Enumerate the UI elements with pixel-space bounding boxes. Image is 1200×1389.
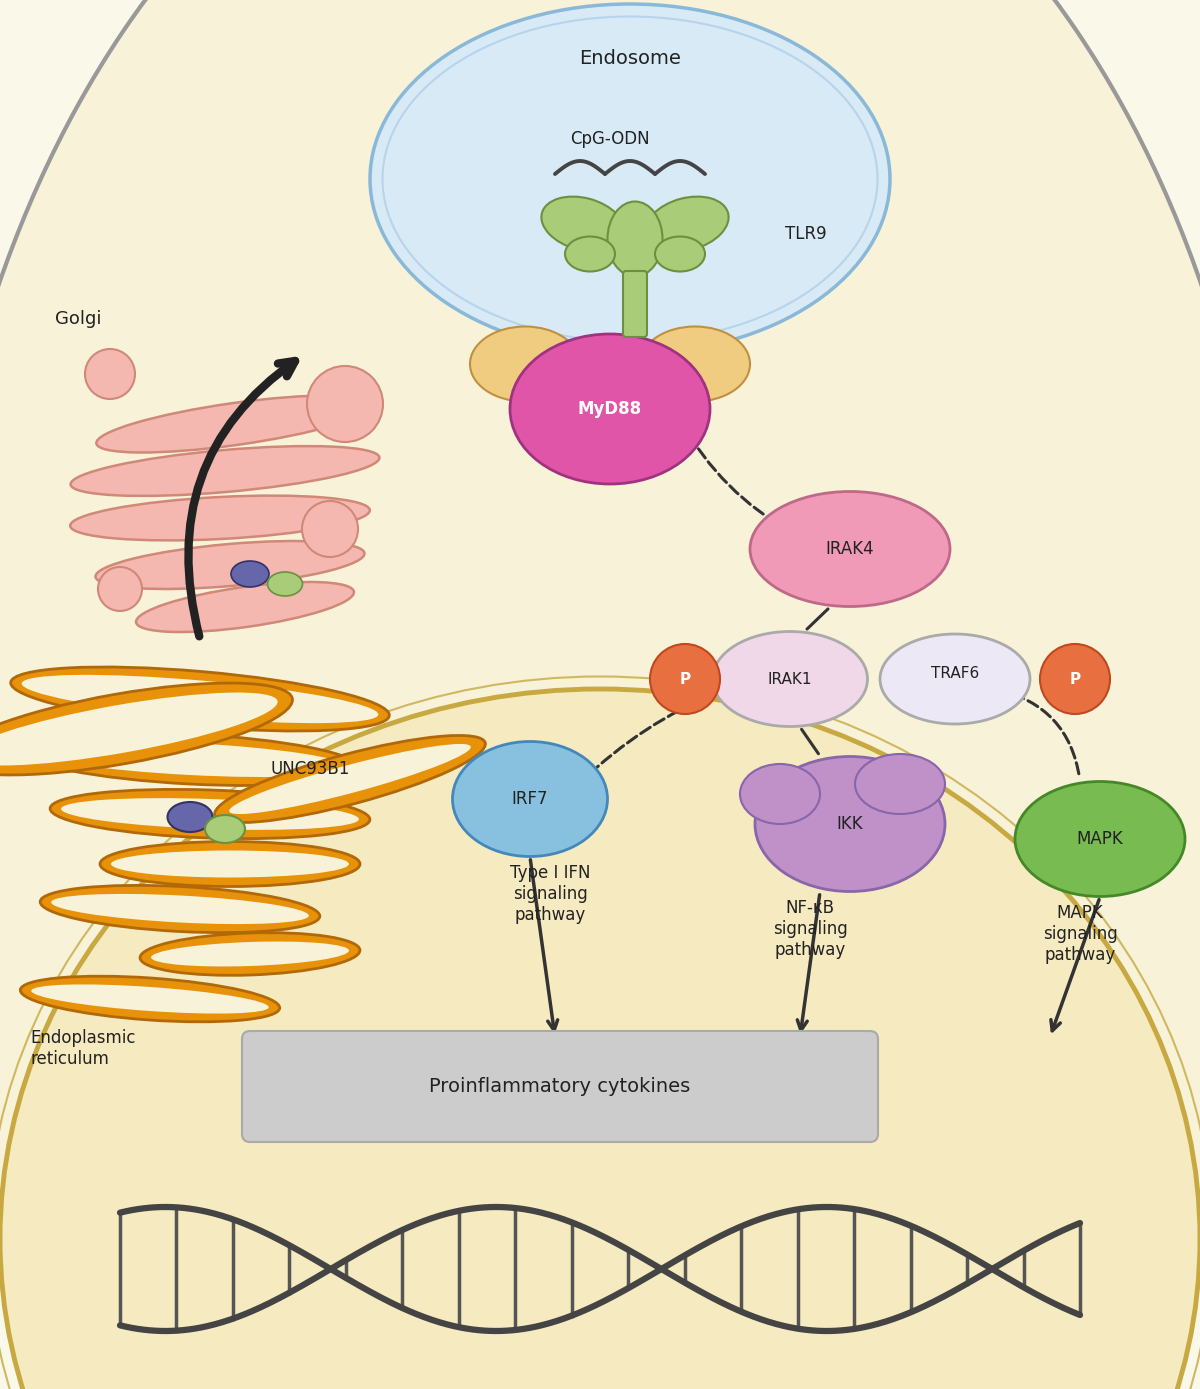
Circle shape [85,349,134,399]
Text: MAPK: MAPK [1076,831,1123,849]
Ellipse shape [230,561,269,588]
Ellipse shape [452,742,607,857]
Text: IKK: IKK [836,815,863,833]
Text: IRF7: IRF7 [511,790,548,808]
Text: MAPK
signaling
pathway: MAPK signaling pathway [1043,904,1117,964]
Circle shape [98,567,142,611]
Text: Endosome: Endosome [580,50,680,68]
Ellipse shape [40,885,320,932]
Text: Type I IFN
signaling
pathway: Type I IFN signaling pathway [510,864,590,924]
Ellipse shape [71,446,379,496]
Ellipse shape [136,582,354,632]
Ellipse shape [50,789,370,839]
Ellipse shape [0,689,1200,1389]
FancyBboxPatch shape [623,271,647,338]
Text: IRAK1: IRAK1 [768,671,812,686]
Ellipse shape [740,764,820,824]
Ellipse shape [0,683,293,775]
Ellipse shape [96,540,365,589]
Circle shape [302,501,358,557]
Circle shape [1040,644,1110,714]
Ellipse shape [229,745,470,814]
Ellipse shape [71,496,370,540]
Ellipse shape [22,675,378,724]
Ellipse shape [713,632,868,726]
Ellipse shape [20,732,360,786]
Ellipse shape [750,492,950,607]
Ellipse shape [52,895,308,924]
Ellipse shape [755,757,946,892]
Ellipse shape [565,236,616,271]
Text: IRAK4: IRAK4 [826,540,875,558]
FancyBboxPatch shape [242,1031,878,1142]
Ellipse shape [880,633,1030,724]
Ellipse shape [0,693,277,765]
Ellipse shape [151,942,349,967]
Ellipse shape [168,801,212,832]
Text: NF-κB
signaling
pathway: NF-κB signaling pathway [773,899,847,958]
Ellipse shape [205,815,245,843]
Ellipse shape [268,572,302,596]
Ellipse shape [655,236,706,271]
Text: TRAF6: TRAF6 [931,667,979,682]
Text: P: P [679,671,690,686]
Ellipse shape [100,842,360,886]
Ellipse shape [510,333,710,483]
Ellipse shape [646,197,728,251]
Ellipse shape [370,4,890,354]
Text: P: P [1069,671,1080,686]
Ellipse shape [61,799,359,829]
Ellipse shape [541,197,624,251]
Text: UNC93B1: UNC93B1 [270,760,349,778]
Ellipse shape [215,735,485,822]
Text: MyD88: MyD88 [578,400,642,418]
Circle shape [307,365,383,442]
Ellipse shape [470,326,580,401]
Ellipse shape [110,850,349,878]
Ellipse shape [640,326,750,401]
Ellipse shape [854,754,946,814]
Text: Endoplasmic
reticulum: Endoplasmic reticulum [30,1029,136,1068]
Ellipse shape [607,201,662,276]
Ellipse shape [31,740,349,776]
Text: Proinflammatory cytokines: Proinflammatory cytokines [430,1076,691,1096]
Text: CpG-ODN: CpG-ODN [570,131,650,149]
Ellipse shape [31,985,269,1014]
Text: TLR9: TLR9 [785,225,827,243]
Ellipse shape [20,976,280,1022]
Text: Golgi: Golgi [55,310,102,328]
Ellipse shape [1015,782,1186,896]
Ellipse shape [140,932,360,975]
Ellipse shape [96,396,373,453]
Circle shape [650,644,720,714]
Ellipse shape [11,667,389,731]
